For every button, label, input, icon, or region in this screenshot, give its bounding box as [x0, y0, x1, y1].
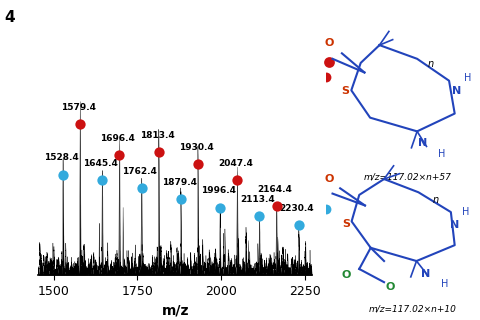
- Text: 1879.4: 1879.4: [162, 178, 197, 187]
- Point: [295, 222, 302, 228]
- Text: H: H: [462, 207, 470, 217]
- Text: 1762.4: 1762.4: [122, 167, 157, 176]
- Text: 2113.4: 2113.4: [240, 195, 275, 204]
- Point: [177, 196, 185, 201]
- Point: [216, 205, 224, 210]
- Text: 1930.4: 1930.4: [179, 143, 214, 152]
- Text: 1645.4: 1645.4: [83, 158, 118, 167]
- Point: [138, 186, 145, 191]
- Point: [310, 81, 318, 86]
- X-axis label: m/z: m/z: [161, 303, 189, 317]
- Text: 1579.4: 1579.4: [61, 103, 96, 112]
- Text: 2047.4: 2047.4: [218, 158, 253, 167]
- Text: N: N: [421, 269, 431, 279]
- Text: n: n: [432, 195, 439, 205]
- Text: H: H: [442, 279, 449, 290]
- Text: O: O: [324, 174, 334, 184]
- Text: H: H: [438, 149, 445, 159]
- Text: O: O: [341, 270, 350, 280]
- Text: 4: 4: [5, 10, 15, 25]
- Text: 1996.4: 1996.4: [201, 186, 236, 195]
- Text: 2164.4: 2164.4: [257, 185, 292, 194]
- Text: n: n: [427, 59, 433, 69]
- Point: [116, 153, 123, 158]
- Text: 1528.4: 1528.4: [44, 153, 79, 162]
- Text: N: N: [450, 220, 459, 230]
- Point: [59, 172, 67, 177]
- Text: N: N: [452, 86, 461, 96]
- Point: [76, 122, 84, 127]
- Text: H: H: [464, 73, 471, 83]
- Text: 2230.4: 2230.4: [280, 204, 314, 213]
- Text: S: S: [342, 86, 349, 96]
- Text: m/z=117.02×n+57: m/z=117.02×n+57: [364, 172, 452, 181]
- Text: m/z=117.02×n+10: m/z=117.02×n+10: [369, 305, 456, 314]
- Point: [233, 177, 241, 182]
- Text: O: O: [385, 282, 395, 292]
- Point: [194, 162, 202, 167]
- Text: 1813.4: 1813.4: [140, 131, 174, 140]
- Text: N: N: [418, 139, 427, 148]
- Point: [155, 149, 163, 155]
- Text: 1696.4: 1696.4: [100, 134, 135, 143]
- Text: O: O: [324, 38, 334, 48]
- Point: [273, 203, 280, 208]
- Point: [98, 177, 106, 182]
- Text: S: S: [342, 219, 350, 229]
- Point: [313, 213, 321, 219]
- Point: [255, 214, 263, 219]
